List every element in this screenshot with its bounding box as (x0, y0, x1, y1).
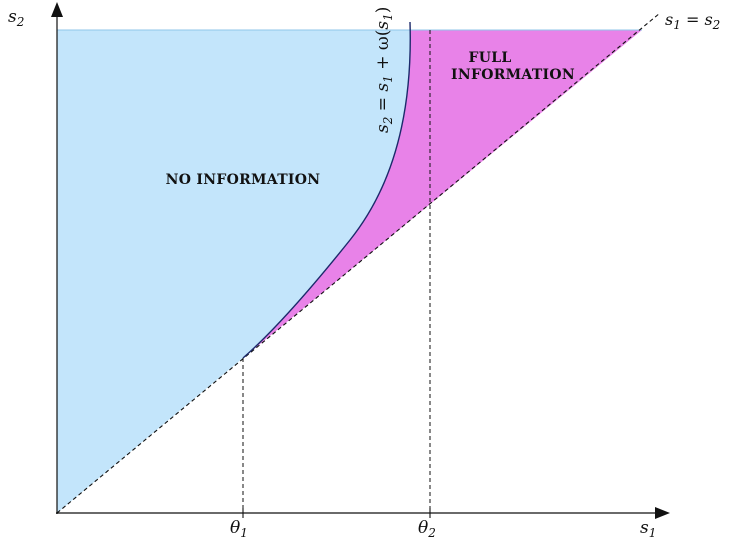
full-information-label-line1: FULL (468, 50, 511, 66)
y-axis-arrowhead (51, 2, 63, 17)
no-information-region (57, 30, 411, 513)
theta2-label: θ2 (418, 518, 436, 540)
curve-label: s2 = s1 + ω(s1) (373, 7, 395, 133)
no-information-label: NO INFORMATION (166, 172, 321, 188)
diagonal-label: s1 = s2 (665, 10, 720, 32)
diagonal-s1-equals-s2 (56, 12, 661, 514)
full-information-label-line2: INFORMATION (451, 67, 575, 83)
x-axis-arrowhead (655, 507, 670, 519)
threshold-curve (242, 21, 411, 359)
theta1-label: θ1 (230, 518, 248, 540)
y-axis-label: s2 (8, 7, 24, 29)
x-axis-label: s1 (640, 518, 656, 540)
